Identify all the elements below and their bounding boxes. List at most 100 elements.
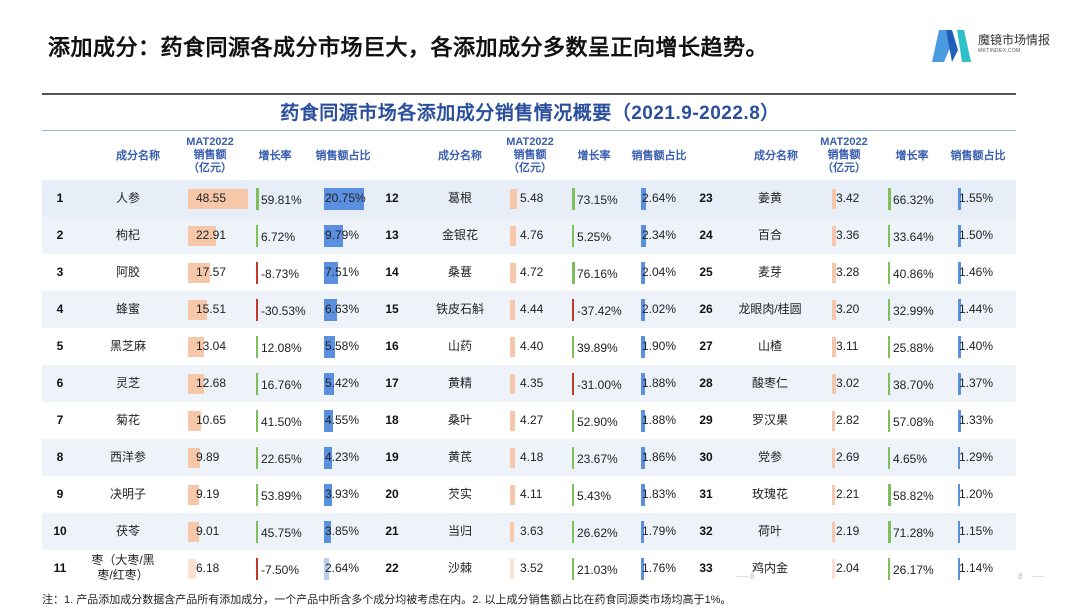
growth-value: 41.50% <box>261 415 302 429</box>
header-name-1: 成分名称 <box>116 150 160 162</box>
share-bar <box>958 225 961 247</box>
growth-bar <box>888 225 890 247</box>
sales-value: 4.44 <box>520 302 544 316</box>
ingredient-name: 龙眼肉/桂圆 <box>738 302 802 316</box>
growth-value: 73.15% <box>577 193 618 207</box>
growth-bar <box>572 558 574 580</box>
rank-number: 16 <box>385 339 399 353</box>
growth-bar <box>256 262 258 284</box>
share-bar <box>324 521 332 543</box>
share-bar <box>324 262 339 284</box>
ingredient-name: 茯苓 <box>115 524 140 538</box>
sales-bar <box>188 300 208 320</box>
ingredient-name: 葛根 <box>447 191 472 205</box>
growth-value: 23.67% <box>577 452 618 466</box>
share-value: 1.50% <box>959 228 994 242</box>
sales-value: 2.69 <box>836 450 860 464</box>
share-value: 4.55% <box>325 413 360 427</box>
sales-bar <box>832 374 836 394</box>
sales-bar <box>510 448 516 468</box>
share-value: 1.33% <box>959 413 994 427</box>
rank-number: 29 <box>699 413 713 427</box>
table-title: 药食同源市场各添加成分销售情况概要（2021.9-2022.8） <box>280 103 780 124</box>
growth-value: 66.32% <box>893 193 934 207</box>
brand-name: 魔镜市场情报 <box>978 33 1051 47</box>
growth-bar <box>572 373 574 395</box>
share-value: 20.75% <box>325 191 366 205</box>
sales-bar <box>510 559 515 579</box>
rank-number: 11 <box>53 561 67 575</box>
ingredient-name: 罗汉果 <box>751 413 788 427</box>
share-value: 1.76% <box>642 561 677 575</box>
header-name-2: 成分名称 <box>438 150 482 162</box>
sales-value: 15.51 <box>196 302 227 316</box>
sales-bar <box>188 485 200 505</box>
rank-number: 8 <box>56 450 64 464</box>
share-value: 1.15% <box>959 524 994 538</box>
sales-bar <box>832 263 837 283</box>
growth-value: 4.65% <box>893 452 928 466</box>
rank-number: 26 <box>699 302 713 316</box>
header-sales-2: MAT2022 <box>506 136 554 148</box>
growth-bar <box>888 336 890 358</box>
header-growth-1: 增长率 <box>258 150 292 162</box>
share-bar <box>958 373 961 395</box>
share-value: 7.51% <box>325 265 360 279</box>
share-bar <box>641 410 645 432</box>
share-bar <box>641 484 645 506</box>
rank-number: 23 <box>699 191 713 205</box>
growth-bar <box>256 373 258 395</box>
growth-bar <box>888 484 891 506</box>
sales-value: 3.28 <box>836 265 860 279</box>
rank-number: 4 <box>56 302 64 316</box>
rank-number: 20 <box>385 487 399 501</box>
share-value: 2.04% <box>642 265 677 279</box>
ingredient-name: 芡实 <box>447 487 472 501</box>
share-value: 1.79% <box>642 524 677 538</box>
sales-bar <box>188 374 204 394</box>
rank-number: 6 <box>56 376 64 390</box>
ingredient-name: 百合 <box>757 228 782 242</box>
growth-bar <box>572 410 575 432</box>
table-header: 成分名称 MAT2022 销售额 （亿元） 增长率 销售额占比 成分名称 MAT2022 销售额… <box>0 134 1080 178</box>
share-value: 1.88% <box>642 376 677 390</box>
sales-bar <box>510 485 516 505</box>
header-growth-3: 增长率 <box>895 150 929 162</box>
ingredient-name: 桑葚 <box>447 265 472 279</box>
sales-bar <box>832 300 836 320</box>
rank-number: 14 <box>385 265 399 279</box>
share-value: 1.20% <box>959 487 994 501</box>
growth-value: 40.86% <box>893 267 934 281</box>
page-number: 8 <box>1018 572 1023 581</box>
share-value: 1.14% <box>959 561 994 575</box>
ingredient-name: 菊花 <box>115 413 140 427</box>
share-bar <box>641 558 645 580</box>
sales-value: 13.04 <box>196 339 227 353</box>
growth-value: 22.65% <box>261 452 302 466</box>
table-row: 7 菊花 10.65 41.50% 4.55% 18 桑叶 4.27 52.90% 1.88% 29… <box>42 402 1016 439</box>
sales-value: 4.18 <box>520 450 544 464</box>
rank-number: 12 <box>385 191 399 205</box>
share-value: 5.58% <box>325 339 360 353</box>
page-rule <box>736 576 748 577</box>
share-bar <box>958 484 961 506</box>
brand-logo: 魔镜市场情报 MKTINDEX.COM <box>930 26 1060 66</box>
share-bar <box>641 336 645 358</box>
sales-bar <box>188 522 200 542</box>
growth-bar <box>888 299 890 321</box>
growth-bar <box>572 188 576 210</box>
header-sales-1: 销售额 <box>193 149 227 161</box>
sales-bar <box>510 374 516 394</box>
share-value: 9.79% <box>325 228 360 242</box>
growth-bar <box>888 410 891 432</box>
sales-value: 12.68 <box>196 376 227 390</box>
sales-bar <box>510 189 517 209</box>
sales-bar <box>510 226 516 246</box>
share-value: 2.64% <box>642 191 677 205</box>
growth-bar <box>256 188 259 210</box>
growth-value: 76.16% <box>577 267 618 281</box>
rank-number: 24 <box>699 228 713 242</box>
header-sales-1: MAT2022 <box>186 136 234 148</box>
ingredient-name: 枣（大枣/黑枣/红枣） <box>91 553 155 582</box>
ingredient-name: 荷叶 <box>757 524 782 538</box>
